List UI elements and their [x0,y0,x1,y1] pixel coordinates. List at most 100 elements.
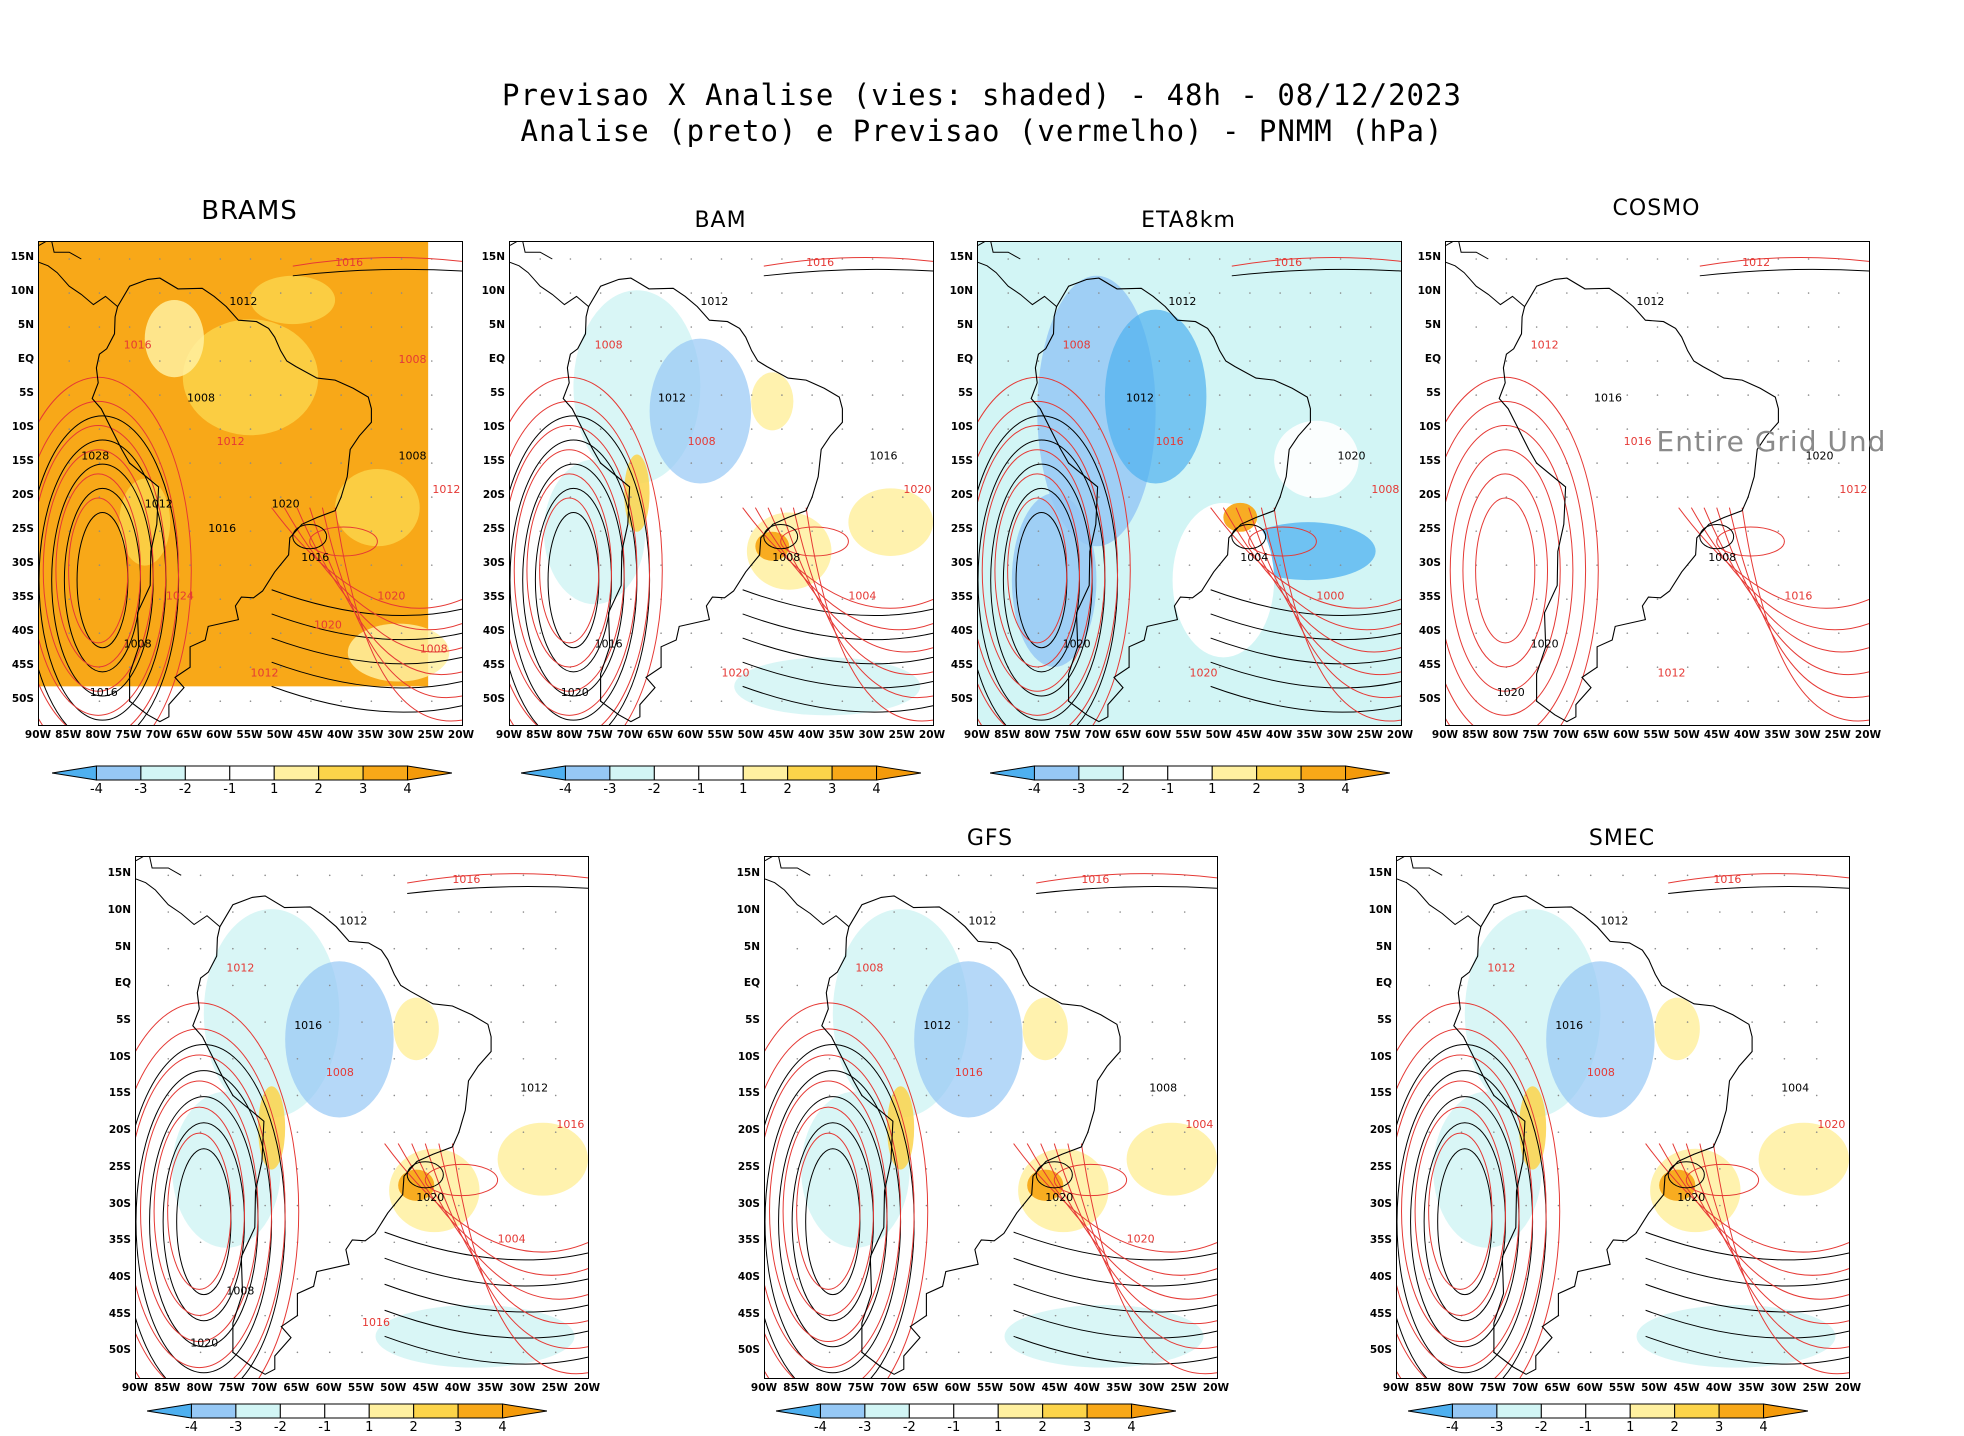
bias-shading [734,657,921,716]
y-axis-label: 30S [1418,557,1441,570]
x-axis-label: 20W [1202,1382,1230,1394]
panel-message: Entire Grid Und [1656,424,1887,458]
contour-label: 1020 [1806,449,1834,462]
x-axis-label: 85W [526,729,553,741]
colorbar-label: 4 [403,782,412,797]
contour-label: 1008 [595,338,623,351]
colorbar-segment [609,765,655,781]
bias-shading [393,997,439,1061]
colorbar [52,765,452,781]
bias-shading [39,242,429,687]
x-axis-label: 75W [1054,729,1081,741]
x-axis-label: 90W [1382,1382,1410,1394]
x-axis-label: 40W [1734,729,1761,741]
y-axis-label: 30S [1369,1197,1392,1210]
colorbar [147,1403,547,1419]
x-axis-label: 30W [1326,729,1353,741]
contour-label: 1012 [145,498,173,511]
contour-label: 1016 [1624,435,1652,448]
y-axis-label: 30S [108,1197,131,1210]
x-axis-label: 70W [1084,729,1111,741]
x-axis-label: 30W [1138,1382,1165,1394]
y-axis-label: 15S [950,455,973,468]
y-axis-label: 50S [1369,1344,1392,1357]
isobar-contours [765,873,1217,1378]
x-axis-label: 40W [1705,1382,1732,1394]
x-axis-label: 45W [767,729,795,741]
y-axis-label: 10N [1368,904,1392,917]
central-america-coastline [39,261,118,307]
colorbar [776,1403,1176,1419]
y-axis-label: 5N [1375,940,1392,953]
colorbar-label: -3 [603,782,617,797]
x-axis-label: 25W [1824,729,1851,741]
y-axis-label: EQ [1375,977,1392,990]
colorbar-segment [147,1403,192,1419]
y-axis-label: 45S [737,1307,760,1320]
panel-title: BAM [694,208,747,233]
y-axis-label: 10S [950,421,973,434]
bias-shading [1022,997,1068,1061]
colorbar-label: -4 [184,1420,198,1435]
colorbar-label: -4 [558,782,572,797]
y-axis-label: 15S [11,455,34,468]
colorbar-segment [653,765,700,781]
y-axis-label: 15N [949,251,973,263]
x-axis-label: 55W [1608,1382,1636,1394]
colorbar-label: -2 [647,782,661,797]
panel-title: COSMO [1612,196,1701,221]
y-axis-label: 15S [108,1087,131,1100]
x-axis-label: 25W [1802,1382,1829,1394]
x-axis-label: 45W [1673,1382,1700,1394]
colorbar-label: 1 [994,1420,1003,1435]
x-axis-label: 50W [1673,729,1700,741]
colorbar-label: -4 [89,782,103,797]
x-axis-label: 70W [616,729,643,741]
x-axis-label: 50W [737,729,764,741]
y-axis-label: 20S [950,489,973,502]
contour-label: 1012 [251,667,279,680]
x-axis-label: 35W [828,729,855,741]
y-axis-label: 10S [108,1050,131,1063]
map-panel: 1016 1012 1012 1016 1008 1004 1020 1020 [1396,856,1850,1379]
map-canvas: 1016 1012 1012 1016 1008 1004 1020 1020 [1397,857,1849,1378]
contour-label: 1016 [362,1316,390,1329]
contour-label: 1008 [688,435,716,448]
central-america-coastline [765,878,850,928]
x-axis-label: 20W [573,1382,601,1394]
colorbar-segment [1078,765,1124,781]
bias-shading [1126,1122,1217,1196]
central-america-coastline [136,878,221,928]
colorbar-label: 3 [1296,782,1306,797]
x-axis-label: 50W [1205,729,1232,741]
contour-label: 1016 [301,551,329,564]
x-axis-label: 45W [1041,1382,1068,1394]
y-axis-label: 25S [482,523,505,536]
central-america-coastline [1446,261,1525,307]
x-axis-label: 90W [24,729,52,741]
colorbar-label: -1 [1579,1420,1593,1435]
map-canvas: 1016 1012 1008 1012 1008 1016 1020 1008 1004 1016… [510,242,933,725]
contour-label: 1016 [806,256,834,269]
x-axis-label: 60W [206,729,233,741]
contour-label: 1020 [1497,686,1525,699]
central-america-coastline [1446,242,1489,260]
colorbar-segment [564,765,611,781]
colorbar-segment [1585,1403,1631,1419]
x-axis-label: 25W [888,729,915,741]
x-axis-label: 70W [1552,729,1579,741]
bias-shading [914,961,1023,1118]
y-axis-label: 20S [108,1124,131,1137]
contour-label: 1012 [432,483,460,496]
y-axis-label: 20S [737,1124,760,1137]
contour-label: 1020 [1063,638,1091,651]
colorbar-segment [318,765,364,781]
colorbar-label: -1 [318,1420,332,1435]
contour-label: 1004 [1240,551,1268,564]
contour-label: 1012 [700,295,728,308]
contour-label: 1024 [166,589,194,602]
contour-label: 1000 [1316,589,1344,602]
colorbar-label: 1 [365,1420,374,1435]
contour-label: 1012 [658,391,686,404]
contour-label: 1008 [1587,1066,1615,1079]
